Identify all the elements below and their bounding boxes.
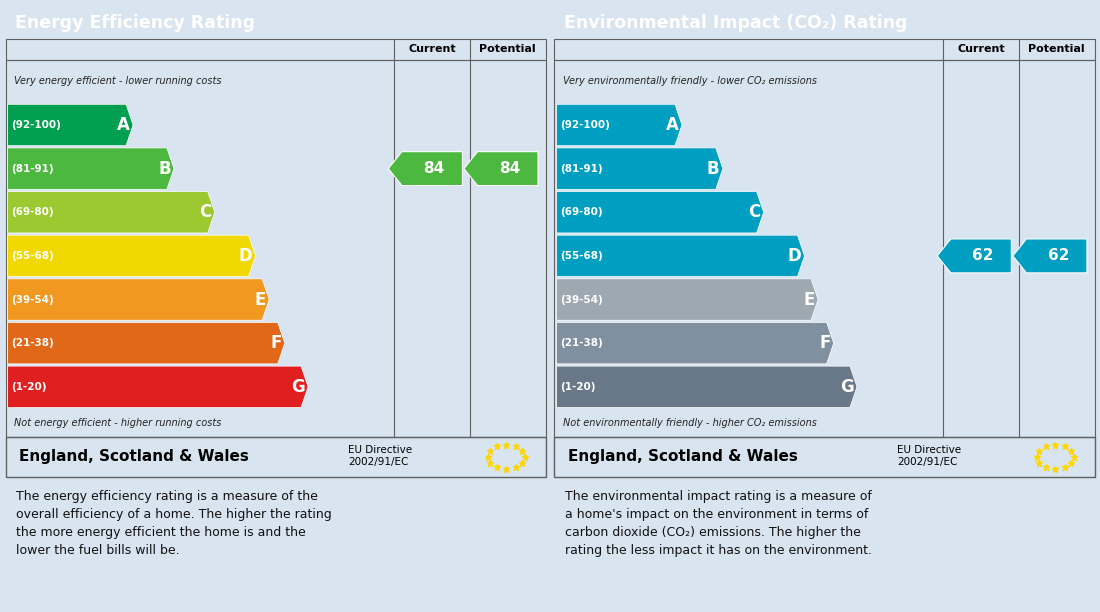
Text: C: C <box>199 203 211 222</box>
Text: B: B <box>158 160 170 177</box>
Polygon shape <box>937 239 1011 273</box>
Text: (81-91): (81-91) <box>560 163 603 174</box>
Text: C: C <box>748 203 760 222</box>
Text: (39-54): (39-54) <box>11 294 54 305</box>
Text: Potential: Potential <box>1028 45 1085 54</box>
Text: 62: 62 <box>1048 248 1069 263</box>
Text: England, Scotland & Wales: England, Scotland & Wales <box>568 449 798 465</box>
Polygon shape <box>557 148 723 189</box>
Polygon shape <box>8 192 214 233</box>
Text: (21-38): (21-38) <box>560 338 603 348</box>
Text: E: E <box>254 291 266 308</box>
Text: (81-91): (81-91) <box>11 163 54 174</box>
Text: 84: 84 <box>499 161 520 176</box>
Polygon shape <box>464 152 538 185</box>
Text: Environmental Impact (CO₂) Rating: Environmental Impact (CO₂) Rating <box>564 13 908 32</box>
Text: E: E <box>803 291 815 308</box>
Text: (69-80): (69-80) <box>11 207 54 217</box>
Text: (1-20): (1-20) <box>560 382 595 392</box>
Polygon shape <box>557 235 804 277</box>
Text: England, Scotland & Wales: England, Scotland & Wales <box>19 449 249 465</box>
Text: 84: 84 <box>424 161 444 176</box>
Text: (92-100): (92-100) <box>560 120 609 130</box>
Text: Very environmentally friendly - lower CO₂ emissions: Very environmentally friendly - lower CO… <box>562 76 816 86</box>
Polygon shape <box>8 366 308 408</box>
Text: F: F <box>820 334 830 352</box>
Text: B: B <box>707 160 719 177</box>
Text: G: G <box>292 378 305 396</box>
Text: (55-68): (55-68) <box>11 251 54 261</box>
Text: EU Directive
2002/91/EC: EU Directive 2002/91/EC <box>898 446 961 467</box>
Text: (1-20): (1-20) <box>11 382 46 392</box>
Polygon shape <box>557 323 834 364</box>
Polygon shape <box>8 279 270 320</box>
Text: Potential: Potential <box>480 45 536 54</box>
Text: Current: Current <box>408 45 456 54</box>
Text: F: F <box>271 334 282 352</box>
Polygon shape <box>557 192 763 233</box>
Text: (39-54): (39-54) <box>560 294 603 305</box>
Text: D: D <box>239 247 252 265</box>
Polygon shape <box>557 104 682 146</box>
Text: The environmental impact rating is a measure of
a home's impact on the environme: The environmental impact rating is a mea… <box>565 490 872 557</box>
Text: 62: 62 <box>972 248 994 263</box>
Text: G: G <box>840 378 854 396</box>
Text: (21-38): (21-38) <box>11 338 54 348</box>
Polygon shape <box>8 235 255 277</box>
Polygon shape <box>557 279 818 320</box>
Text: A: A <box>666 116 679 134</box>
Text: Not environmentally friendly - higher CO₂ emissions: Not environmentally friendly - higher CO… <box>562 418 816 428</box>
Text: D: D <box>788 247 801 265</box>
Text: (92-100): (92-100) <box>11 120 60 130</box>
Polygon shape <box>8 148 174 189</box>
Text: A: A <box>117 116 130 134</box>
Polygon shape <box>1013 239 1087 273</box>
Text: (69-80): (69-80) <box>560 207 603 217</box>
Polygon shape <box>388 152 462 185</box>
Text: Very energy efficient - lower running costs: Very energy efficient - lower running co… <box>13 76 221 86</box>
Text: Current: Current <box>957 45 1005 54</box>
Text: Energy Efficiency Rating: Energy Efficiency Rating <box>15 13 255 32</box>
Polygon shape <box>8 323 285 364</box>
Text: (55-68): (55-68) <box>560 251 603 261</box>
Polygon shape <box>557 366 857 408</box>
Text: Not energy efficient - higher running costs: Not energy efficient - higher running co… <box>13 418 221 428</box>
Text: The energy efficiency rating is a measure of the
overall efficiency of a home. T: The energy efficiency rating is a measur… <box>16 490 332 557</box>
Text: EU Directive
2002/91/EC: EU Directive 2002/91/EC <box>349 446 412 467</box>
Polygon shape <box>8 104 133 146</box>
